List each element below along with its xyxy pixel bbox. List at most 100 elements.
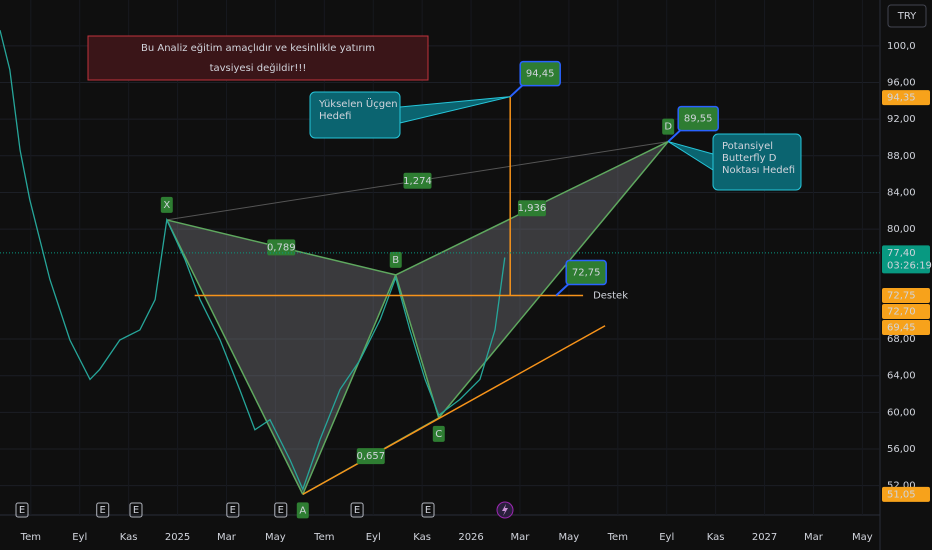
event-marker[interactable] <box>96 502 110 518</box>
pattern-point-label: D <box>664 122 672 133</box>
price-label-box <box>882 304 930 320</box>
ratio-label: 1,936 <box>518 203 547 214</box>
target-badge <box>677 105 719 132</box>
target-label: 94,45 <box>526 69 555 80</box>
pattern-line <box>395 274 440 419</box>
event-label: E <box>425 505 431 516</box>
event-marker[interactable] <box>421 502 435 518</box>
price-line <box>0 30 506 492</box>
price-label: 77,40 <box>887 248 916 259</box>
event-marker[interactable] <box>129 502 143 518</box>
y-tick-label: 88,00 <box>887 151 916 162</box>
callout-box <box>309 91 401 139</box>
pattern-fill <box>166 219 396 495</box>
pattern-point-label: C <box>435 429 442 440</box>
ratio-badge <box>517 200 546 217</box>
x-tick-label: 2027 <box>752 532 777 543</box>
y-tick-label: 92,00 <box>887 114 916 125</box>
ratio-badge <box>403 172 432 189</box>
x-tick-label: May <box>852 532 873 543</box>
x-tick-label: Eyl <box>72 532 87 543</box>
event-marker[interactable] <box>274 502 288 518</box>
price-label: 51,05 <box>887 489 916 500</box>
pattern-line <box>302 274 397 495</box>
event-marker[interactable] <box>350 502 364 518</box>
event-label: E <box>133 505 139 516</box>
x-tick-label: Eyl <box>366 532 381 543</box>
y-tick-label: 64,00 <box>887 371 916 382</box>
y-tick-label: 56,00 <box>887 444 916 455</box>
event-marker[interactable] <box>15 502 29 518</box>
currency-label: TRY <box>897 11 917 22</box>
ratio-label: 1,274 <box>403 176 432 187</box>
x-tick-label: May <box>559 532 580 543</box>
disclaimer-text: tavsiyesi değildir!!! <box>210 62 307 74</box>
x-tick-label: Mar <box>217 532 237 543</box>
ratio-label: 0,789 <box>267 242 296 253</box>
target-label: 89,55 <box>684 114 713 125</box>
y-tick-label: 96,00 <box>887 77 916 88</box>
price-label-box <box>882 486 930 502</box>
y-tick-label: 80,00 <box>887 224 916 235</box>
pattern-fill <box>395 141 669 418</box>
callout-text: Noktası Hedefi <box>722 165 795 176</box>
pattern-point-badge <box>389 251 402 268</box>
ratio-badge <box>267 239 296 256</box>
pattern-point-label: X <box>163 200 170 211</box>
callout-text: Potansiyel <box>722 141 773 152</box>
event-label: E <box>354 505 360 516</box>
x-tick-label: Kas <box>120 532 138 543</box>
pattern-point-badge <box>160 196 173 213</box>
pattern-line <box>438 141 669 419</box>
disclaimer-text: Bu Analiz eğitim amaçlıdır ve kesinlikle… <box>141 42 375 54</box>
pattern-point-badge <box>296 502 309 519</box>
price-label-box <box>882 245 930 274</box>
y-tick-label: 68,00 <box>887 334 916 345</box>
target-label: 72,75 <box>572 268 601 279</box>
ratio-label: 0,657 <box>356 451 385 462</box>
y-tick-label: 84,00 <box>887 187 916 198</box>
countdown: 03:26:19 <box>887 260 932 271</box>
x-tick-label: 2026 <box>458 532 483 543</box>
ratio-badge <box>356 448 385 465</box>
event-marker[interactable] <box>226 502 240 518</box>
pattern-point-label: A <box>299 505 306 516</box>
pattern-line <box>166 219 304 495</box>
trend-line <box>302 325 606 496</box>
pattern-point-badge <box>662 118 675 135</box>
callout-text: Yükselen Üçgen <box>318 97 398 110</box>
y-tick-label: 52,00 <box>887 481 916 492</box>
x-tick-label: Tem <box>20 532 41 543</box>
x-tick-label: Kas <box>413 532 431 543</box>
price-label: 72,70 <box>887 307 916 318</box>
x-tick-label: Tem <box>607 532 628 543</box>
event-label: E <box>100 505 106 516</box>
event-label: E <box>19 505 25 516</box>
x-tick-label: Mar <box>804 532 824 543</box>
currency-button[interactable] <box>887 4 927 28</box>
price-label: 94,35 <box>887 93 916 104</box>
pattern-point-badge <box>432 425 445 442</box>
x-tick-label: 2025 <box>165 532 190 543</box>
x-tick-label: Eyl <box>659 532 674 543</box>
x-tick-label: Mar <box>511 532 531 543</box>
callout-text: Hedefi <box>319 111 351 122</box>
event-label: E <box>278 505 284 516</box>
pattern-point-label: B <box>392 255 399 266</box>
y-tick-label: 60,00 <box>887 407 916 418</box>
disclaimer-box <box>87 35 429 81</box>
target-badge <box>565 259 607 286</box>
support-label: Destek <box>593 291 628 302</box>
event-label: E <box>230 505 236 516</box>
target-badge <box>519 60 561 87</box>
price-label: 72,75 <box>887 291 916 302</box>
lightning-icon <box>502 504 508 516</box>
price-label: 69,45 <box>887 323 916 334</box>
price-label-box <box>882 90 930 106</box>
y-tick-label: 100,0 <box>887 41 916 52</box>
callout-text: Butterfly D <box>722 153 777 164</box>
callout-box <box>712 133 802 191</box>
x-tick-label: Kas <box>707 532 725 543</box>
